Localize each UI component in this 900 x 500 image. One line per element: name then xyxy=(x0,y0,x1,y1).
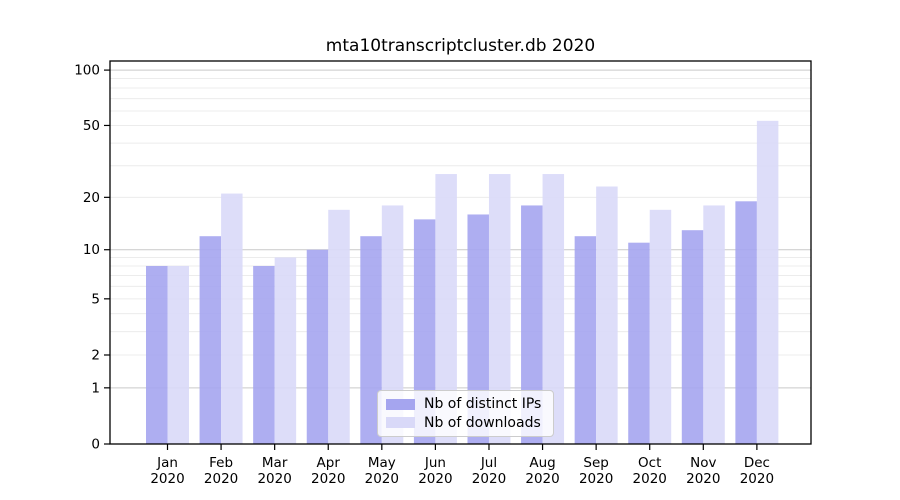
x-tick-label-year-mar: 2020 xyxy=(257,471,291,487)
legend-swatch-downloads xyxy=(386,417,415,429)
legend: Nb of distinct IPs Nb of downloads xyxy=(377,390,554,437)
y-tick-label-1: 1 xyxy=(91,380,100,396)
bar-downloads-aug xyxy=(542,174,565,444)
bar-downloads-nov xyxy=(703,205,725,444)
bar-distinct-ips-jan xyxy=(146,265,168,444)
legend-label-downloads: Nb of downloads xyxy=(424,414,541,431)
y-tick-label-2: 2 xyxy=(91,347,100,363)
chart-title: mta10transcriptcluster.db 2020 xyxy=(325,36,596,56)
bar-distinct-ips-dec xyxy=(735,201,757,444)
bar-downloads-jul xyxy=(488,174,511,444)
bar-downloads-dec xyxy=(756,120,779,444)
bar-distinct-ips-mar xyxy=(253,265,275,444)
bar-downloads-jun xyxy=(435,174,457,444)
bar-downloads-feb xyxy=(221,193,243,444)
x-tick-label-month-may: May xyxy=(368,455,396,471)
bar-distinct-ips-may xyxy=(360,236,382,444)
x-tick-label-year-sep: 2020 xyxy=(579,471,613,487)
y-tick-label-5: 5 xyxy=(91,291,100,307)
bar-downloads-may xyxy=(381,205,404,444)
legend-label-distinct-ips: Nb of distinct IPs xyxy=(424,396,542,413)
x-tick-label-year-may: 2020 xyxy=(365,471,399,487)
bar-distinct-ips-jul xyxy=(467,214,489,444)
bar-distinct-ips-feb xyxy=(199,236,222,444)
x-tick-label-month-nov: Nov xyxy=(690,455,716,471)
x-tick-label-year-nov: 2020 xyxy=(686,471,720,487)
x-tick-label-year-jan: 2020 xyxy=(150,471,184,487)
x-tick-label-month-oct: Oct xyxy=(638,455,661,471)
bar-distinct-ips-aug xyxy=(521,205,543,444)
bar-distinct-ips-oct xyxy=(628,242,650,444)
x-tick-label-month-sep: Sep xyxy=(583,455,608,471)
legend-item-distinct-ips: Nb of distinct IPs xyxy=(386,395,545,413)
x-tick-label-month-jul: Jul xyxy=(480,455,497,471)
plot-border xyxy=(109,60,812,445)
x-tick-label-year-aug: 2020 xyxy=(525,471,559,487)
x-tick-label-month-jan: Jan xyxy=(156,455,178,471)
x-tick-label-month-mar: Mar xyxy=(262,455,288,471)
bar-downloads-mar xyxy=(274,257,297,444)
x-tick-label-year-apr: 2020 xyxy=(311,471,345,487)
y-tick-label-10: 10 xyxy=(83,242,100,258)
legend-swatch-distinct-ips xyxy=(386,398,415,410)
bar-downloads-apr xyxy=(328,209,350,444)
x-tick-label-year-oct: 2020 xyxy=(633,471,667,487)
x-tick-label-year-dec: 2020 xyxy=(740,471,774,487)
y-tick-label-20: 20 xyxy=(83,190,100,206)
x-tick-label-month-aug: Aug xyxy=(529,455,555,471)
bar-distinct-ips-nov xyxy=(681,230,704,444)
bar-distinct-ips-sep xyxy=(574,236,597,444)
bar-downloads-oct xyxy=(649,209,672,444)
bar-distinct-ips-jun xyxy=(413,219,436,444)
x-tick-label-year-feb: 2020 xyxy=(204,471,238,487)
bar-downloads-sep xyxy=(596,186,618,444)
y-tick-label-50: 50 xyxy=(83,118,100,134)
y-tick-label-0: 0 xyxy=(91,437,100,453)
legend-item-downloads: Nb of downloads xyxy=(386,414,545,432)
x-tick-label-year-jun: 2020 xyxy=(418,471,452,487)
y-tick-label-100: 100 xyxy=(74,63,100,79)
x-tick-label-month-feb: Feb xyxy=(209,455,233,471)
x-tick-label-month-jun: Jun xyxy=(424,455,446,471)
bar-downloads-jan xyxy=(167,265,189,444)
bar-distinct-ips-apr xyxy=(306,249,329,444)
x-tick-label-month-dec: Dec xyxy=(744,455,770,471)
x-tick-label-year-jul: 2020 xyxy=(472,471,506,487)
x-tick-label-month-apr: Apr xyxy=(317,455,341,471)
